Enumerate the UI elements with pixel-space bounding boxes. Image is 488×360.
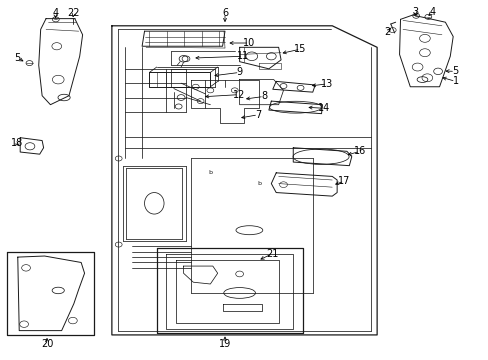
Text: 5: 5 — [451, 66, 457, 76]
Text: 4: 4 — [52, 8, 58, 18]
Text: 6: 6 — [222, 8, 227, 18]
Text: 10: 10 — [243, 38, 255, 48]
Text: 7: 7 — [255, 110, 261, 120]
Text: 21: 21 — [266, 248, 278, 258]
Text: 5: 5 — [15, 53, 21, 63]
Text: 22: 22 — [67, 8, 80, 18]
Text: 9: 9 — [236, 67, 242, 77]
Text: b: b — [257, 181, 261, 186]
Text: 11: 11 — [236, 51, 249, 61]
Text: 3: 3 — [411, 7, 417, 17]
Text: 18: 18 — [11, 139, 23, 148]
Text: 15: 15 — [294, 44, 306, 54]
Text: 17: 17 — [338, 176, 350, 186]
Text: 13: 13 — [321, 79, 333, 89]
Text: 2: 2 — [384, 27, 390, 37]
Text: 1: 1 — [452, 76, 458, 86]
Text: 19: 19 — [219, 338, 231, 348]
Text: 8: 8 — [261, 91, 266, 102]
Text: 20: 20 — [41, 338, 53, 348]
Text: 16: 16 — [353, 146, 366, 156]
Text: b: b — [208, 170, 212, 175]
Text: 14: 14 — [317, 103, 329, 113]
Text: 12: 12 — [232, 90, 244, 100]
Text: 4: 4 — [428, 7, 434, 17]
